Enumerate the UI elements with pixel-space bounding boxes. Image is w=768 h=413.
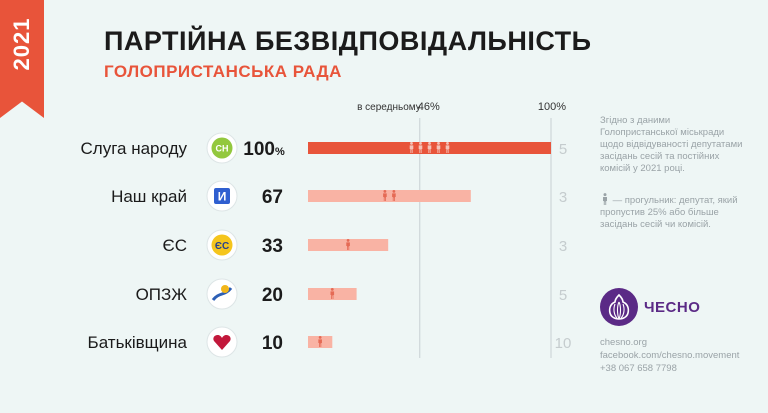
garlic-icon bbox=[600, 288, 638, 326]
count-label: 10 bbox=[555, 335, 572, 352]
party-badge bbox=[211, 137, 233, 159]
truant-icon bbox=[427, 142, 432, 153]
average-value-label: 46% bbox=[418, 101, 440, 113]
party-badge-sun bbox=[221, 285, 229, 293]
max-label: 100% bbox=[538, 101, 566, 113]
page-title: ПАРТІЙНА БЕЗВІДПОВІДАЛЬНІСТЬ bbox=[104, 26, 592, 56]
contact-site[interactable]: chesno.org bbox=[600, 337, 648, 348]
contact-facebook[interactable]: facebook.com/chesno.movement bbox=[600, 350, 740, 361]
party-badge bbox=[211, 234, 233, 256]
count-label: 3 bbox=[559, 189, 567, 206]
contacts: chesno.org facebook.com/chesno.movement … bbox=[600, 336, 760, 375]
truant-icon bbox=[330, 288, 335, 299]
page-subtitle: ГОЛОПРИСТАНСЬКА РАДА bbox=[104, 62, 342, 81]
value-label: 10 bbox=[262, 333, 283, 354]
value-label: 20 bbox=[262, 285, 283, 306]
party-badge-text: ЄС bbox=[215, 241, 229, 252]
category-label: ОПЗЖ bbox=[136, 285, 188, 304]
brand-name: ЧЕСНО bbox=[644, 299, 701, 316]
category-label: ЄС bbox=[163, 236, 188, 255]
count-label: 3 bbox=[559, 238, 567, 255]
party-badge bbox=[211, 287, 233, 301]
average-label: в середньому bbox=[357, 102, 421, 113]
bar bbox=[308, 190, 471, 202]
party-badge-text: И bbox=[218, 190, 227, 204]
category-label: Слуга народу bbox=[81, 139, 188, 158]
truant-icon bbox=[409, 142, 414, 153]
party-badge-text: СН bbox=[216, 144, 229, 154]
legend-text: — прогульник: депутат, який пропустив 25… bbox=[600, 195, 738, 230]
value-label: 100 bbox=[243, 139, 275, 160]
contact-phone: +38 067 658 7798 bbox=[600, 363, 677, 374]
truant-icon bbox=[383, 190, 387, 201]
count-label: 5 bbox=[559, 287, 567, 304]
walking-person-icon bbox=[603, 193, 607, 205]
year-ribbon: 2021 bbox=[0, 0, 44, 118]
party-badge bbox=[214, 188, 230, 204]
truant-icon bbox=[445, 142, 450, 153]
party-badge bbox=[213, 334, 231, 350]
truant-icon bbox=[418, 142, 423, 153]
percent-sign: % bbox=[275, 146, 285, 158]
truant-icon bbox=[392, 190, 396, 201]
truant-icon bbox=[318, 336, 322, 347]
chesno-logo[interactable]: ЧЕСНО bbox=[600, 288, 740, 328]
legend-note: — прогульник: депутат, який пропустив 25… bbox=[600, 193, 752, 231]
truant-icon bbox=[346, 239, 350, 250]
value-label: 67 bbox=[262, 187, 283, 208]
truant-icon bbox=[436, 142, 441, 153]
category-label: Батьківщина bbox=[88, 333, 188, 352]
value-label: 33 bbox=[262, 236, 283, 257]
count-label: 5 bbox=[559, 141, 567, 158]
category-label: Наш край bbox=[111, 187, 187, 206]
source-note: Згідно з даними Голопристанської міськра… bbox=[600, 115, 743, 174]
